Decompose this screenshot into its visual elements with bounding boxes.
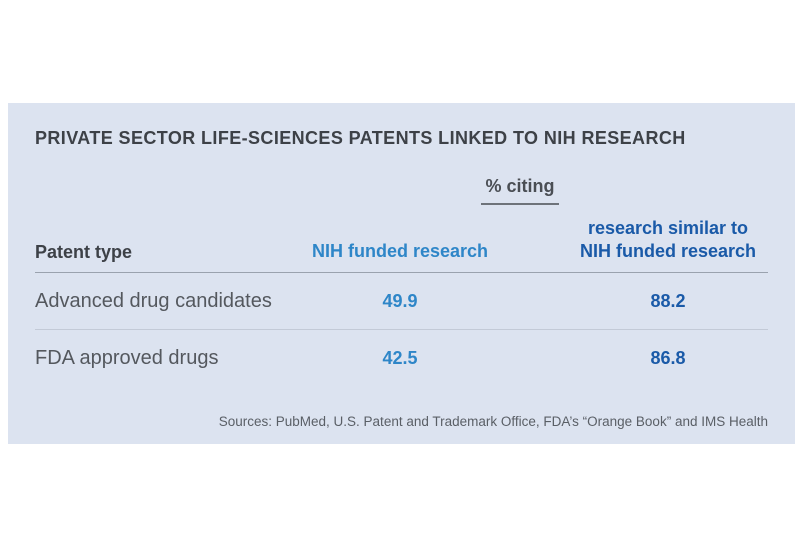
value-advanced-nih-funded: 49.9: [382, 290, 418, 311]
table-header-row: Patent type NIH funded research research…: [35, 217, 768, 273]
row-label-advanced-drug-candidates: Advanced drug candidates: [35, 289, 272, 312]
source-note: Sources: PubMed, U.S. Patent and Tradema…: [218, 414, 768, 429]
row-label-fda-approved-drugs: FDA approved drugs: [35, 346, 219, 369]
value-fda-nih-funded: 42.5: [382, 347, 418, 368]
value-advanced-similar-research: 88.2: [650, 290, 686, 311]
percent-citing-label: % citing: [481, 175, 559, 205]
patents-figure-panel: PRIVATE SECTOR LIFE-SCIENCES PATENTS LIN…: [8, 103, 795, 444]
table-row-advanced-drug-candidates: Advanced drug candidates 49.9 88.2: [35, 273, 768, 330]
column-header-nih-funded-research: NIH funded research: [311, 241, 489, 261]
table-row-fda-approved-drugs: FDA approved drugs 42.5 86.8: [35, 330, 768, 386]
column-header-research-similar-to-nih: research similar to NIH funded research: [579, 218, 757, 261]
column-group-header-row: % citing: [286, 175, 754, 205]
figure-title: PRIVATE SECTOR LIFE-SCIENCES PATENTS LIN…: [35, 128, 686, 148]
value-fda-similar-research: 86.8: [650, 347, 686, 368]
column-header-patent-type: Patent type: [35, 242, 133, 262]
patents-table: Patent type NIH funded research research…: [35, 217, 768, 386]
